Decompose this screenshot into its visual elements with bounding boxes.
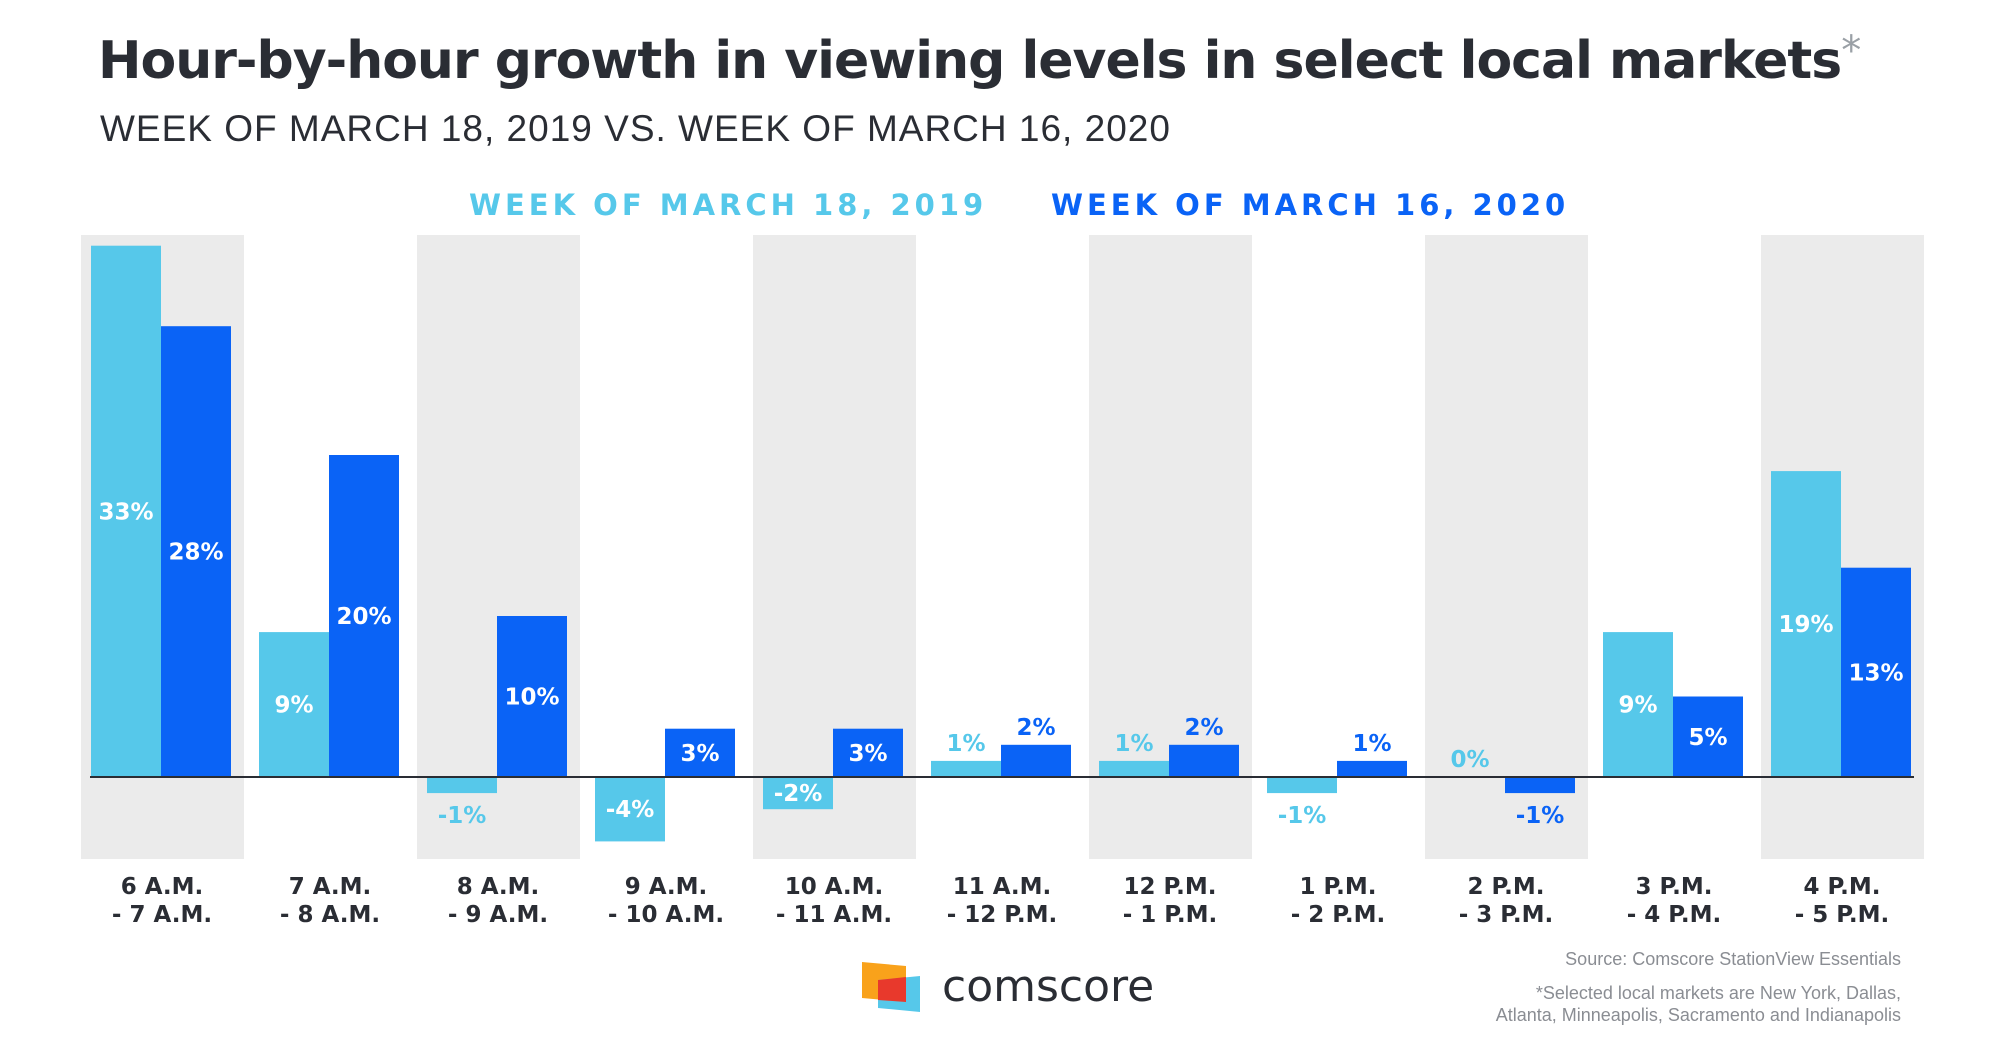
category-label: 7 A.M. <box>289 874 372 900</box>
background-bands <box>81 235 1924 859</box>
value-labels: 33% 28% 9% 20% -1% 10% -4% 3% -2% 3% 1% 2% 1% 2% -1% 1%… <box>98 499 1903 829</box>
category-label: - 5 P.M. <box>1795 902 1890 928</box>
value-label: 28% <box>168 540 223 566</box>
bar-2020 <box>1337 760 1407 777</box>
value-label: 3% <box>680 741 719 767</box>
category-label: 11 A.M. <box>953 874 1052 900</box>
category-label: - 7 A.M. <box>112 902 212 928</box>
bar-2020 <box>1673 696 1743 777</box>
value-label: -4% <box>606 797 655 823</box>
bar-2019 <box>259 632 329 777</box>
value-label: -1% <box>1516 803 1565 829</box>
bar-2020 <box>1841 567 1911 777</box>
value-label: 2% <box>1184 715 1223 741</box>
bar-2019 <box>1603 632 1673 777</box>
value-label: 20% <box>336 604 391 630</box>
value-label: 10% <box>504 685 559 711</box>
category-label: 3 P.M. <box>1635 874 1712 900</box>
brand-name: comscore <box>942 961 1154 1012</box>
category-label: - 10 A.M. <box>608 902 724 928</box>
value-label: 33% <box>98 499 153 525</box>
value-label: 13% <box>1848 660 1903 686</box>
footnote-line-1: *Selected local markets are New York, Da… <box>1536 983 1901 1003</box>
value-label: -2% <box>774 781 823 807</box>
value-label: 19% <box>1778 612 1833 638</box>
bar-2020 <box>833 728 903 777</box>
category-label: - 3 P.M. <box>1459 902 1554 928</box>
legend-2019: WEEK OF MARCH 18, 2019 <box>469 188 987 222</box>
logo-red-shape <box>878 977 906 1002</box>
bar-2019 <box>1771 471 1841 777</box>
category-label: - 9 A.M. <box>448 902 548 928</box>
title-asterisk: * <box>1841 28 1860 74</box>
category-label: 1 P.M. <box>1299 874 1376 900</box>
footnote-line-2: Atlanta, Minneapolis, Sacramento and Ind… <box>1496 1005 1901 1025</box>
value-label: 3% <box>848 741 887 767</box>
category-label: 2 P.M. <box>1467 874 1544 900</box>
category-label: 4 P.M. <box>1803 874 1880 900</box>
legend-2020: WEEK OF MARCH 16, 2020 <box>1051 188 1569 222</box>
category-label: 6 A.M. <box>121 874 204 900</box>
category-label: 9 A.M. <box>625 874 708 900</box>
category-label: - 2 P.M. <box>1291 902 1386 928</box>
bar-2019 <box>1099 760 1169 777</box>
chart-title: Hour-by-hour growth in viewing levels in… <box>98 28 1860 91</box>
bar-2019 <box>91 245 161 777</box>
category-label: 12 P.M. <box>1123 874 1216 900</box>
bar-2020 <box>329 455 399 777</box>
bar-2019 <box>427 777 497 794</box>
bar-2020 <box>161 326 231 777</box>
source-note: Source: Comscore StationView Essentials <box>1565 949 1901 969</box>
bar-2019 <box>763 777 833 810</box>
value-label: -1% <box>438 803 487 829</box>
bar-2020 <box>1001 744 1071 777</box>
bar-2019 <box>1267 777 1337 794</box>
category-labels: 6 A.M.- 7 A.M. 7 A.M.- 8 A.M. 8 A.M.- 9 A.… <box>112 874 1889 928</box>
category-label: - 1 P.M. <box>1123 902 1218 928</box>
value-label: 0% <box>1450 747 1489 773</box>
chart-title-text: Hour-by-hour growth in viewing levels in… <box>98 31 1841 91</box>
bars <box>91 245 1911 842</box>
bar-2020 <box>665 728 735 777</box>
bar-2020 <box>497 616 567 777</box>
value-label: 9% <box>1618 693 1657 719</box>
category-label: - 8 A.M. <box>280 902 380 928</box>
value-label: 1% <box>1114 731 1153 757</box>
category-label: - 4 P.M. <box>1627 902 1722 928</box>
category-label: 10 A.M. <box>785 874 884 900</box>
background-band <box>1425 235 1588 859</box>
bar-2020 <box>1505 777 1575 794</box>
category-label: 8 A.M. <box>457 874 540 900</box>
bar-2020 <box>1169 744 1239 777</box>
value-label: 1% <box>946 731 985 757</box>
bar-2019 <box>595 777 665 842</box>
category-label: - 12 P.M. <box>947 902 1058 928</box>
value-label: 9% <box>274 693 313 719</box>
value-label: 5% <box>1688 725 1727 751</box>
category-label: - 11 A.M. <box>776 902 892 928</box>
value-label: 1% <box>1352 731 1391 757</box>
value-label: -1% <box>1278 803 1327 829</box>
chart-subtitle: WEEK OF MARCH 18, 2019 VS. WEEK OF MARCH… <box>100 108 1171 149</box>
value-label: 2% <box>1016 715 1055 741</box>
comscore-logo: comscore <box>862 961 1154 1012</box>
bar-2019 <box>931 760 1001 777</box>
